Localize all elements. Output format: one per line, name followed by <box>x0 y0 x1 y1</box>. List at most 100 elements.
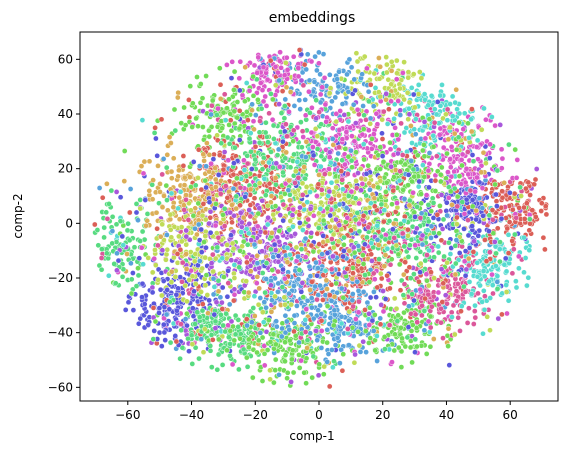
scatter-point <box>323 118 330 125</box>
scatter-point <box>368 145 375 152</box>
scatter-point <box>398 324 404 331</box>
scatter-point <box>329 125 336 132</box>
scatter-point <box>498 165 505 172</box>
scatter-point <box>509 238 516 244</box>
scatter-point <box>139 228 146 235</box>
scatter-point <box>401 281 408 288</box>
scatter-point <box>282 358 288 365</box>
scatter-point <box>250 305 257 311</box>
scatter-point <box>410 71 417 77</box>
scatter-point <box>226 188 232 195</box>
scatter-point <box>193 115 199 122</box>
scatter-point <box>336 192 342 199</box>
scatter-point <box>479 205 486 212</box>
scatter-point <box>452 260 459 267</box>
scatter-point <box>304 297 311 304</box>
scatter-point <box>187 174 193 180</box>
scatter-point <box>483 160 489 167</box>
scatter-point <box>447 156 454 162</box>
scatter-point <box>462 179 469 186</box>
scatter-point <box>431 106 438 113</box>
scatter-point <box>487 141 493 148</box>
scatter-point <box>155 276 161 283</box>
scatter-point <box>409 359 415 366</box>
scatter-point <box>203 163 210 170</box>
scatter-point <box>243 354 250 361</box>
scatter-point <box>139 294 145 300</box>
scatter-point <box>456 250 463 256</box>
scatter-point <box>296 211 303 218</box>
scatter-point <box>348 147 354 154</box>
scatter-point <box>155 163 161 169</box>
scatter-point <box>292 168 299 175</box>
scatter-point <box>447 164 454 171</box>
scatter-point <box>387 139 393 146</box>
scatter-point <box>401 300 408 307</box>
scatter-point <box>152 124 158 131</box>
scatter-point <box>411 271 417 277</box>
scatter-point <box>247 202 254 208</box>
scatter-point <box>317 91 324 98</box>
scatter-point <box>224 62 230 68</box>
scatter-point <box>436 131 443 138</box>
scatter-point <box>381 334 388 340</box>
scatter-point <box>462 248 469 254</box>
scatter-point <box>333 184 339 191</box>
scatter-point <box>467 187 474 194</box>
scatter-point <box>196 314 203 321</box>
scatter-point <box>274 152 281 158</box>
scatter-point <box>306 88 312 95</box>
scatter-point <box>393 131 400 138</box>
scatter-point <box>481 105 487 112</box>
scatter-point <box>270 96 276 103</box>
scatter-point <box>164 151 171 158</box>
scatter-point <box>320 297 326 303</box>
scatter-point <box>351 76 358 83</box>
scatter-point <box>411 173 418 180</box>
scatter-point <box>103 209 110 216</box>
scatter-point <box>505 231 512 238</box>
scatter-point <box>471 238 477 245</box>
scatter-point <box>408 310 414 317</box>
scatter-point <box>230 323 236 330</box>
scatter-point <box>413 325 420 331</box>
scatter-point <box>470 158 477 165</box>
scatter-point <box>461 210 468 217</box>
scatter-point <box>480 268 487 274</box>
scatter-point <box>355 328 361 335</box>
scatter-point <box>302 317 309 323</box>
scatter-point <box>113 189 120 195</box>
scatter-point <box>135 265 141 272</box>
scatter-point <box>460 126 467 133</box>
scatter-point <box>522 255 529 261</box>
scatter-point <box>237 209 244 216</box>
scatter-point <box>135 272 142 279</box>
scatter-point <box>373 110 380 117</box>
scatter-point <box>318 345 325 351</box>
scatter-point <box>160 321 167 328</box>
scatter-point <box>438 237 445 244</box>
scatter-point <box>425 202 432 208</box>
scatter-point <box>227 352 233 359</box>
scatter-point <box>168 279 175 285</box>
scatter-point <box>489 271 495 278</box>
scatter-point <box>317 302 323 309</box>
scatter-point <box>95 242 102 249</box>
scatter-point <box>259 166 266 172</box>
scatter-point <box>434 211 441 218</box>
scatter-point <box>320 371 327 378</box>
scatter-point <box>181 207 188 213</box>
scatter-point <box>275 280 282 287</box>
scatter-point <box>159 204 166 211</box>
scatter-point <box>156 310 162 316</box>
scatter-point <box>461 226 467 232</box>
scatter-point <box>414 204 420 210</box>
scatter-point <box>456 173 463 179</box>
scatter-point <box>542 246 548 253</box>
scatter-point <box>516 204 522 211</box>
scatter-point <box>278 333 285 340</box>
scatter-point <box>400 187 407 193</box>
scatter-point <box>204 292 211 298</box>
scatter-point <box>392 124 398 131</box>
scatter-point <box>494 203 500 209</box>
